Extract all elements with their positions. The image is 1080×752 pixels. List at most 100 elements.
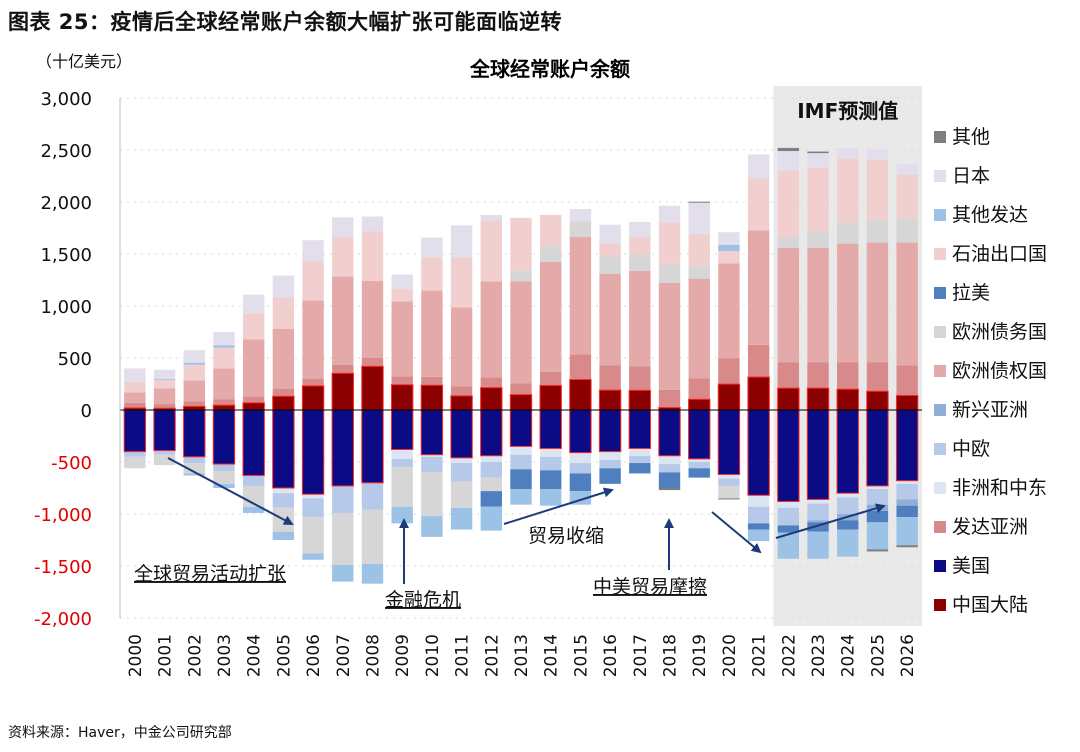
annotation-label: 金融危机 bbox=[385, 589, 461, 611]
bar-segment bbox=[183, 406, 205, 410]
bar-segment bbox=[421, 376, 443, 386]
bar-segment bbox=[718, 232, 740, 245]
x-tick-label: 2012 bbox=[482, 634, 502, 677]
bar-segment bbox=[540, 385, 562, 410]
legend-swatch bbox=[934, 482, 946, 494]
legend-label: 新兴亚洲 bbox=[952, 399, 1028, 421]
bar-segment bbox=[510, 469, 532, 490]
bar-segment bbox=[569, 354, 592, 380]
bar-segment bbox=[837, 493, 859, 498]
bar-segment bbox=[332, 217, 354, 238]
bar-segment bbox=[658, 488, 681, 491]
bar-segment bbox=[361, 366, 384, 410]
bar-segment bbox=[807, 362, 829, 389]
x-tick-label: 2020 bbox=[720, 634, 740, 677]
bar-segment bbox=[718, 410, 740, 475]
bar-segment bbox=[837, 529, 859, 557]
bar-segment bbox=[302, 385, 324, 410]
bar-segment bbox=[213, 405, 235, 410]
bar-segment bbox=[688, 266, 710, 279]
bar-segment bbox=[777, 388, 800, 410]
bar-segment bbox=[599, 257, 621, 274]
x-tick-label: 2018 bbox=[661, 634, 681, 677]
bar-segment bbox=[658, 410, 681, 456]
x-tick-label: 2021 bbox=[750, 634, 770, 677]
bar-segment bbox=[421, 456, 443, 473]
bar-segment bbox=[896, 480, 918, 484]
bar-segment bbox=[183, 410, 205, 457]
bar-segment bbox=[213, 410, 235, 465]
bar-segment bbox=[896, 174, 918, 219]
bar-segment bbox=[242, 339, 265, 397]
bar-segment bbox=[361, 216, 384, 232]
bar-segment bbox=[837, 362, 859, 390]
bar-segment bbox=[480, 281, 502, 378]
bar-segment bbox=[510, 454, 532, 470]
legend-label: 其他发达 bbox=[952, 204, 1028, 226]
bar-segment bbox=[480, 462, 502, 478]
bar-segment bbox=[807, 531, 829, 559]
x-tick-label: 2026 bbox=[898, 634, 918, 677]
bar-segment bbox=[510, 410, 532, 447]
bar-segment bbox=[896, 365, 918, 396]
legend-swatch bbox=[934, 521, 946, 533]
bar-segment bbox=[391, 384, 413, 410]
bar-segment bbox=[540, 410, 562, 449]
x-tick-label: 2008 bbox=[363, 634, 383, 677]
bar-segment bbox=[153, 404, 176, 409]
bar-segment bbox=[272, 531, 295, 540]
bar-segment bbox=[540, 456, 562, 471]
bar-segment bbox=[183, 362, 205, 365]
bar-segment bbox=[837, 147, 859, 159]
legend-label: 中国大陆 bbox=[952, 594, 1028, 616]
bar-segment bbox=[866, 391, 889, 410]
bar-segment bbox=[510, 383, 532, 395]
x-tick-label: 2022 bbox=[779, 634, 799, 677]
bar-segment bbox=[124, 407, 146, 410]
bar-segment bbox=[896, 410, 918, 481]
bar-segment bbox=[510, 270, 532, 282]
bar-segment bbox=[658, 472, 681, 488]
bar-segment bbox=[807, 522, 829, 532]
bar-segment bbox=[332, 373, 354, 410]
bar-segment bbox=[183, 456, 205, 464]
bar-segment bbox=[807, 410, 829, 500]
bar-segment bbox=[242, 475, 265, 486]
bar-segment bbox=[688, 399, 710, 410]
annotation-label: 贸易收缩 bbox=[528, 525, 604, 547]
bar-segment bbox=[183, 364, 205, 381]
bar-segment bbox=[777, 170, 800, 238]
bar-segment bbox=[391, 301, 413, 377]
legend-label: 日本 bbox=[952, 165, 990, 187]
y-tick-label: 500 bbox=[58, 349, 92, 370]
bar-segment bbox=[510, 217, 532, 271]
bar-segment bbox=[599, 459, 621, 469]
legend-label: 发达亚洲 bbox=[952, 516, 1028, 538]
bar-segment bbox=[391, 506, 413, 524]
y-tick-label: -500 bbox=[51, 453, 92, 474]
bar-segment bbox=[272, 410, 295, 488]
bar-segment bbox=[866, 489, 889, 505]
y-tick-label: -1,000 bbox=[34, 505, 92, 526]
bar-segment bbox=[777, 147, 800, 152]
bar-segment bbox=[361, 358, 384, 367]
bar-segment bbox=[837, 243, 859, 363]
bar-segment bbox=[629, 366, 651, 391]
legend-swatch bbox=[934, 209, 946, 221]
bar-segment bbox=[242, 410, 265, 476]
annotation-arrow bbox=[775, 503, 886, 539]
bar-segment bbox=[450, 386, 473, 396]
bar-segment bbox=[569, 221, 592, 238]
bar-segment bbox=[807, 232, 829, 248]
bar-segment bbox=[450, 257, 473, 308]
bar-segment bbox=[747, 154, 770, 179]
bar-segment bbox=[807, 247, 829, 363]
y-tick-label: 1,500 bbox=[40, 245, 92, 266]
bar-segment bbox=[450, 507, 473, 530]
unit-label: （十亿美元） bbox=[36, 52, 133, 71]
y-tick-label: 2,000 bbox=[40, 193, 92, 214]
bar-segment bbox=[183, 380, 205, 402]
bar-segment bbox=[450, 463, 473, 482]
bar-segment bbox=[540, 214, 562, 247]
bar-segment bbox=[153, 454, 176, 466]
